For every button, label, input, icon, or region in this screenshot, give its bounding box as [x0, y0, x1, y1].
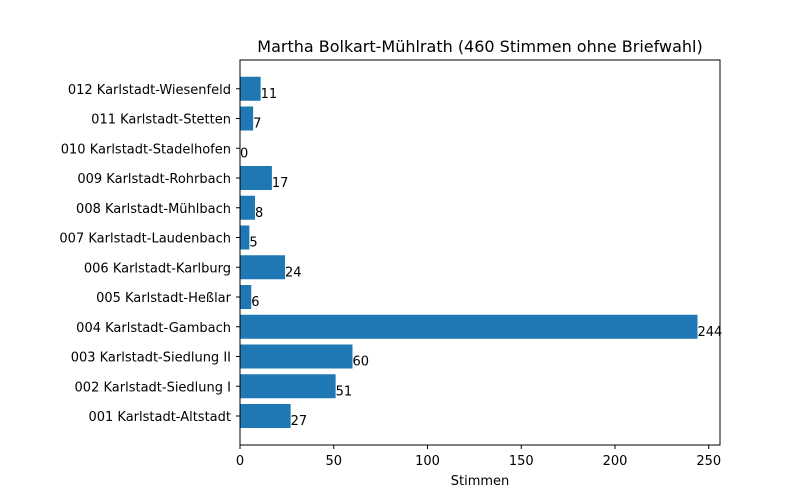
bar-value-label: 6: [251, 295, 259, 310]
bar: [240, 195, 255, 220]
bar: [240, 106, 254, 131]
bar: [240, 344, 353, 369]
x-tick-label: 100: [415, 454, 440, 469]
bar-value-label: 24: [285, 265, 302, 280]
y-tick-label: 012 Karlstadt-Wiesenfeld: [68, 83, 231, 98]
bar: [240, 255, 285, 280]
x-tick-label: 50: [325, 454, 342, 469]
y-tick-label: 011 Karlstadt-Stetten: [91, 113, 231, 128]
bar: [240, 225, 250, 250]
y-tick-labels: 001 Karlstadt-Altstadt 002 Karlstadt-Sied…: [59, 83, 240, 425]
y-tick-label: 005 Karlstadt-Heßlar: [96, 291, 232, 306]
x-tick-label: 250: [696, 454, 721, 469]
bar-value-label: 7: [253, 117, 261, 132]
y-tick-label: 006 Karlstadt-Karlburg: [84, 261, 231, 276]
bar-value-label: 11: [261, 87, 278, 102]
x-axis: 0 50 100 150 200 250: [236, 445, 721, 469]
bar: [240, 404, 291, 428]
bar: [240, 166, 272, 190]
bar-value-label: 5: [249, 236, 257, 251]
bar-value-label: 17: [272, 176, 289, 191]
bar-value-label: 60: [353, 355, 370, 370]
x-tick-label: 0: [236, 454, 244, 469]
y-tick-label: 008 Karlstadt-Mühlbach: [76, 202, 231, 217]
y-tick-label: 003 Karlstadt-Siedlung II: [71, 351, 231, 366]
chart-title: Martha Bolkart-Mühlrath (460 Stimmen ohn…: [257, 37, 702, 56]
bar: [240, 285, 252, 309]
bar: [240, 374, 336, 399]
bar-value-label: 8: [255, 206, 263, 221]
x-tick-label: 150: [509, 454, 534, 469]
bar-value-label: 51: [336, 384, 353, 399]
y-tick-label: 007 Karlstadt-Laudenbach: [59, 232, 231, 247]
x-tick-label: 200: [603, 454, 628, 469]
y-tick-label: 009 Karlstadt-Rohrbach: [77, 172, 231, 187]
y-tick-label: 002 Karlstadt-Siedlung I: [75, 380, 231, 395]
bar-value-label: 0: [240, 146, 248, 161]
bar: [240, 314, 698, 339]
plot-frame: [239, 59, 721, 446]
y-tick-label: 004 Karlstadt-Gambach: [76, 321, 231, 336]
bar-value-label: 244: [698, 325, 723, 340]
y-tick-label: 001 Karlstadt-Altstadt: [88, 410, 231, 425]
bar: [240, 76, 261, 101]
x-axis-label: Stimmen: [451, 474, 510, 489]
bar-value-label: 27: [291, 414, 308, 429]
y-tick-label: 010 Karlstadt-Stadelhofen: [61, 142, 231, 157]
